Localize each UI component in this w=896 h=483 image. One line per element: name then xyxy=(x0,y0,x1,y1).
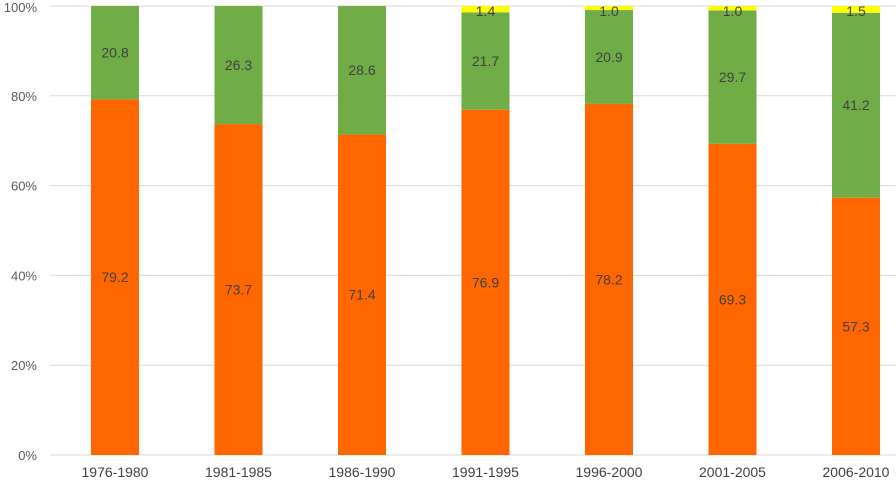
data-label: 28.6 xyxy=(348,62,375,78)
bar-segment xyxy=(214,6,263,125)
data-label: 21.7 xyxy=(472,53,499,69)
x-category-label: 1986-1990 xyxy=(329,464,396,480)
bar-segment xyxy=(585,10,633,104)
bar-segment xyxy=(708,6,757,11)
x-category-label: 1996-2000 xyxy=(576,464,643,480)
y-tick-label: 80% xyxy=(11,89,37,104)
data-label: 20.8 xyxy=(101,45,128,61)
data-label: 73.7 xyxy=(225,282,252,298)
data-label: 26.3 xyxy=(225,57,252,73)
bars xyxy=(91,6,880,456)
x-category-label: 1981-1985 xyxy=(205,464,272,480)
y-axis: 0% 20% 40% 60% 80% 100% xyxy=(4,0,38,463)
x-category-label: 2001-2005 xyxy=(699,464,766,480)
bar-segment xyxy=(91,6,139,100)
data-label: 41.2 xyxy=(842,97,869,113)
data-label: 71.4 xyxy=(348,287,375,303)
data-label: 57.3 xyxy=(842,318,869,334)
data-label: 1.0 xyxy=(723,3,743,19)
bar-segment xyxy=(338,6,386,135)
data-label: 1.5 xyxy=(846,3,866,19)
bar-segment xyxy=(461,109,510,456)
data-label: 78.2 xyxy=(595,271,622,287)
y-tick-label: 60% xyxy=(11,179,37,194)
y-tick-label: 40% xyxy=(11,268,37,283)
data-label: 79.2 xyxy=(101,269,128,285)
data-label: 76.9 xyxy=(472,274,499,290)
bar-segment xyxy=(585,103,633,455)
data-label: 20.9 xyxy=(595,49,622,65)
bar-segment xyxy=(585,6,633,11)
x-category-label: 1991-1995 xyxy=(452,464,519,480)
bar-segment xyxy=(214,124,263,455)
bar-segment xyxy=(461,12,510,110)
bar-segment xyxy=(91,99,139,455)
bar-segment xyxy=(832,6,880,13)
bar-segment xyxy=(461,6,510,13)
data-label: 29.7 xyxy=(719,69,746,85)
bar-segment xyxy=(708,10,757,144)
x-axis: 1976-1980 1981-1985 1986-1990 1991-1995 1996… xyxy=(82,464,890,480)
y-tick-label: 0% xyxy=(18,448,37,463)
x-category-label: 1976-1980 xyxy=(82,464,149,480)
bar-segment xyxy=(832,12,880,198)
y-tick-label: 100% xyxy=(4,0,38,15)
bar-segment xyxy=(832,197,880,455)
x-category-label: 2006-2010 xyxy=(823,464,890,480)
bar-segment xyxy=(338,134,386,455)
data-label: 1.4 xyxy=(476,3,496,19)
y-tick-label: 20% xyxy=(11,358,37,373)
data-label: 1.0 xyxy=(599,3,619,19)
bar-segment xyxy=(708,143,757,455)
data-label: 69.3 xyxy=(719,291,746,307)
data-labels: 79.2 20.8 73.7 26.3 71.4 28.6 76.9 21.7 1.4 78.2 2… xyxy=(101,3,869,334)
